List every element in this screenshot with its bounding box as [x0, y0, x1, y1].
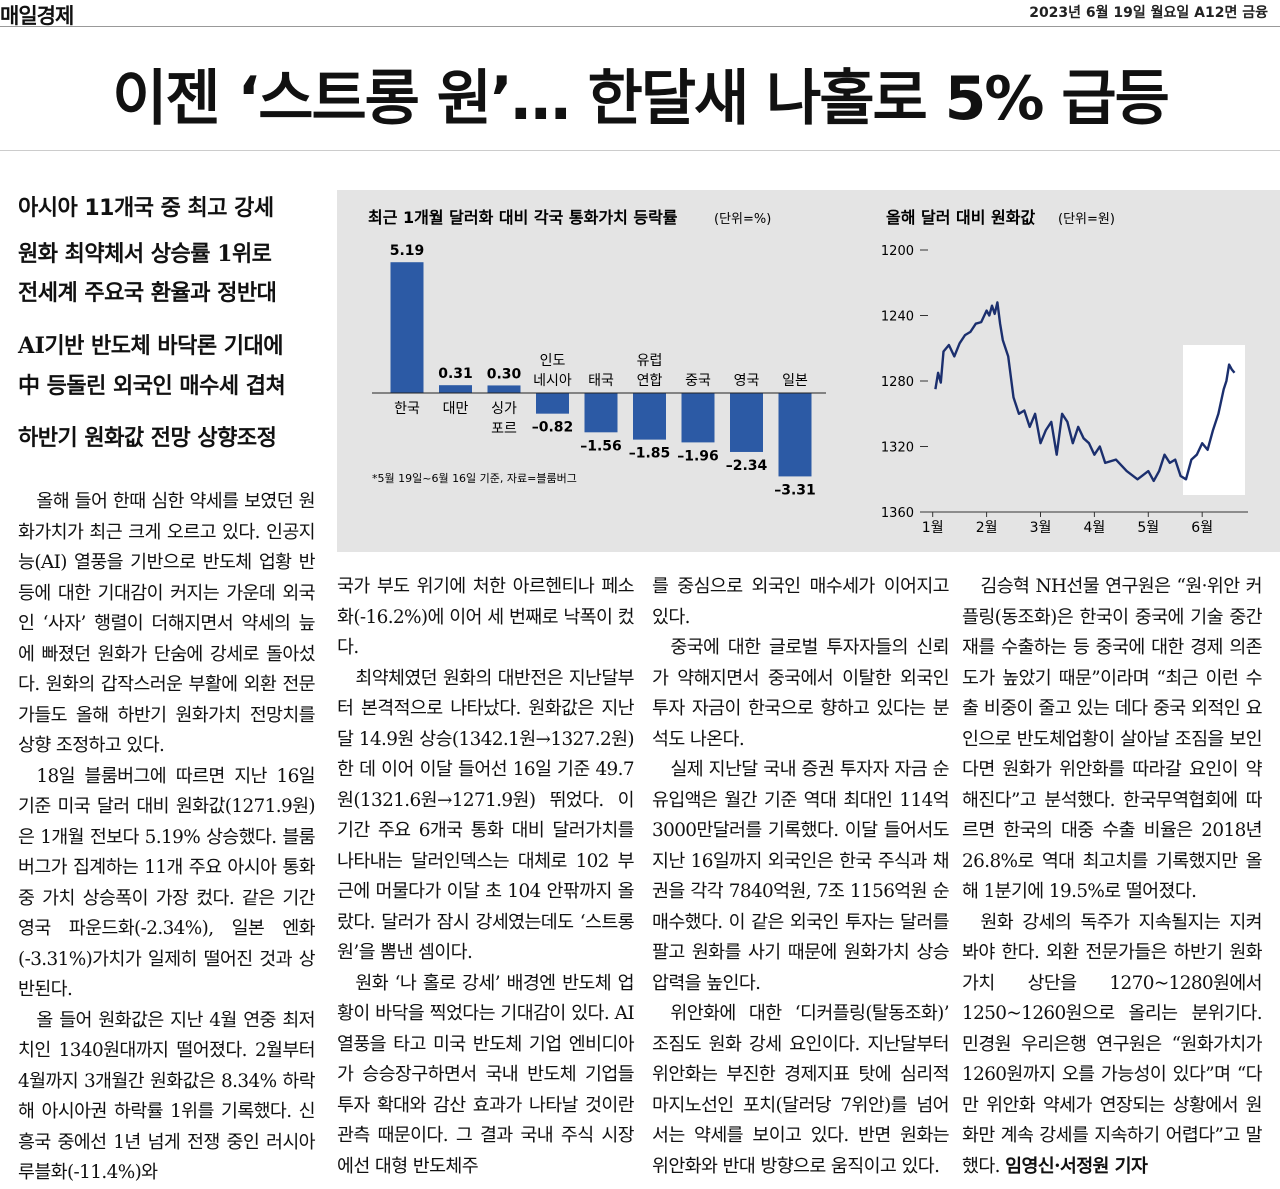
subhead: 전세계 주요국 환율과 정반대	[18, 280, 277, 306]
y-tick-label: 1240	[881, 310, 914, 325]
category-label: 유럽 연합	[637, 353, 663, 389]
subhead: 中 등돌린 외국인 매수세 겹쳐	[18, 373, 286, 399]
subhead: 원화 최약체서 상승률 1위로	[18, 241, 272, 267]
x-tick-label: 5월	[1137, 520, 1159, 536]
bar	[439, 385, 472, 393]
bar	[681, 393, 715, 443]
category-label: 인도 네시아	[533, 353, 572, 389]
x-tick-label: 2월	[976, 520, 998, 536]
bar	[778, 393, 812, 477]
panel-background	[337, 190, 1280, 552]
paragraph: 실제 지난달 국내 증권 투자자 자금 순유입액은 월간 기준 역대 최대인 1…	[652, 759, 950, 994]
chart-unit: (단위=원)	[1058, 212, 1115, 227]
chart-note: *5월 19일~6월 16일 기준, 자료=블룸버그	[372, 471, 577, 485]
y-tick-label: 1200	[881, 244, 914, 259]
bar	[584, 393, 618, 433]
paragraph: 원화 ‘나 홀로 강세’ 배경엔 반도체 업황이 바닥을 찍었다는 기대감이 있…	[337, 972, 635, 1177]
paragraph: 올해 들어 한때 심한 약세를 보였던 원화가치가 최근 크게 오르고 있다. …	[18, 491, 316, 756]
chart-panel: 최근 1개월 달러화 대비 각국 통화가치 등락률 (단위=%) 5.19 한국 0.3…	[337, 190, 1280, 552]
x-tick-label: 3월	[1030, 520, 1052, 536]
data-label: 0.30	[487, 366, 522, 382]
text-column: 김승혁 NH선물 연구원은 “원·위안 커플링(동조화)은 한국이 중국에 기술…	[962, 572, 1263, 1182]
category-label: 한국	[394, 401, 420, 417]
y-tick-label: 1280	[881, 375, 914, 390]
subhead: 아시아 11개국 중 최고 강세	[18, 196, 274, 221]
bar	[730, 393, 763, 452]
paragraph: 김승혁 NH선물 연구원은 “원·위안 커플링(동조화)은 한국이 중국에 기술…	[962, 576, 1263, 902]
text-column: 를 중심으로 외국인 매수세가 이어지고 있다. 중국에 대한 글로벌 투자자들의…	[652, 572, 950, 1182]
data-label: –1.56	[580, 438, 622, 454]
data-label: –1.96	[677, 448, 719, 464]
x-tick-label: 6월	[1191, 520, 1213, 536]
headline: 이젠 ‘스트롱 원’… 한달새 나홀로 5% 급등	[112, 64, 1170, 134]
chart-unit: (단위=%)	[714, 212, 771, 227]
bar	[633, 393, 666, 440]
paragraph: 18일 블룸버그에 따르면 지난 16일 기준 미국 달러 대비 원화값(127…	[18, 765, 316, 1001]
text-column: 국가 부도 위기에 처한 아르헨티나 페소화(-16.2%)에 이어 세 번째로…	[337, 572, 635, 1182]
paragraph: 국가 부도 위기에 처한 아르헨티나 페소화(-16.2%)에 이어 세 번째로…	[337, 576, 635, 658]
chart-title: 최근 1개월 달러화 대비 각국 통화가치 등락률	[368, 208, 678, 227]
category-label: 일본	[782, 373, 808, 389]
category-label: 대만	[443, 401, 469, 417]
dateline: 2023년 6월 19일 월요일 A12면 금융	[1029, 5, 1268, 21]
paragraph: 중국에 대한 글로벌 투자자들의 신뢰가 약해지면서 중국에서 이탈한 외국인 …	[652, 637, 950, 750]
data-label: –1.85	[629, 446, 671, 462]
rule	[0, 150, 1280, 151]
line-series	[934, 301, 1236, 483]
data-label: –2.34	[726, 458, 768, 474]
bar	[536, 393, 569, 414]
category-label: 싱가 포르	[491, 401, 517, 437]
data-label: 5.19	[390, 243, 425, 259]
text-column: 올해 들어 한때 심한 약세를 보였던 원화가치가 최근 크게 오르고 있다. …	[18, 487, 316, 1189]
paragraph: 최약체였던 원화의 대반전은 지난달부터 본격적으로 나타났다. 원화값은 지난…	[337, 667, 635, 964]
x-tick-label: 1월	[922, 520, 944, 536]
data-label: 0.31	[438, 366, 473, 382]
bar	[487, 385, 521, 393]
paragraph: 원화 강세의 독주가 지속될지는 지켜봐야 한다. 외환 전문가들은 하반기 원…	[962, 911, 1263, 1177]
y-tick-label: 1320	[881, 441, 914, 456]
chart-title: 올해 달러 대비 원화값	[886, 208, 1035, 227]
subhead: 하반기 원화값 전망 상향조정	[18, 425, 277, 451]
data-label: –3.31	[774, 482, 816, 498]
paragraph: 위안화에 대한 ‘디커플링(탈동조화)’ 조짐도 원화 강세 요인이다. 지난달…	[652, 1003, 950, 1177]
highlight-box	[1183, 345, 1245, 495]
x-tick-label: 4월	[1083, 520, 1105, 536]
category-label: 영국	[734, 373, 760, 389]
subhead: AI기반 반도체 바닥론 기대에	[18, 333, 283, 359]
paragraph: 를 중심으로 외국인 매수세가 이어지고 있다.	[652, 576, 950, 628]
category-label: 태국	[588, 373, 614, 389]
byline: 임영신·서정원 기자	[1005, 1155, 1148, 1177]
category-label: 중국	[685, 373, 711, 389]
paragraph: 올 들어 원화값은 지난 4월 연중 최저치인 1340원대까지 떨어졌다. 2…	[18, 1009, 316, 1184]
data-label: –0.82	[532, 420, 574, 436]
bar	[390, 262, 424, 393]
rule	[0, 26, 1280, 27]
masthead: 매일경제	[0, 4, 74, 28]
y-tick-label: 1360	[881, 506, 914, 521]
